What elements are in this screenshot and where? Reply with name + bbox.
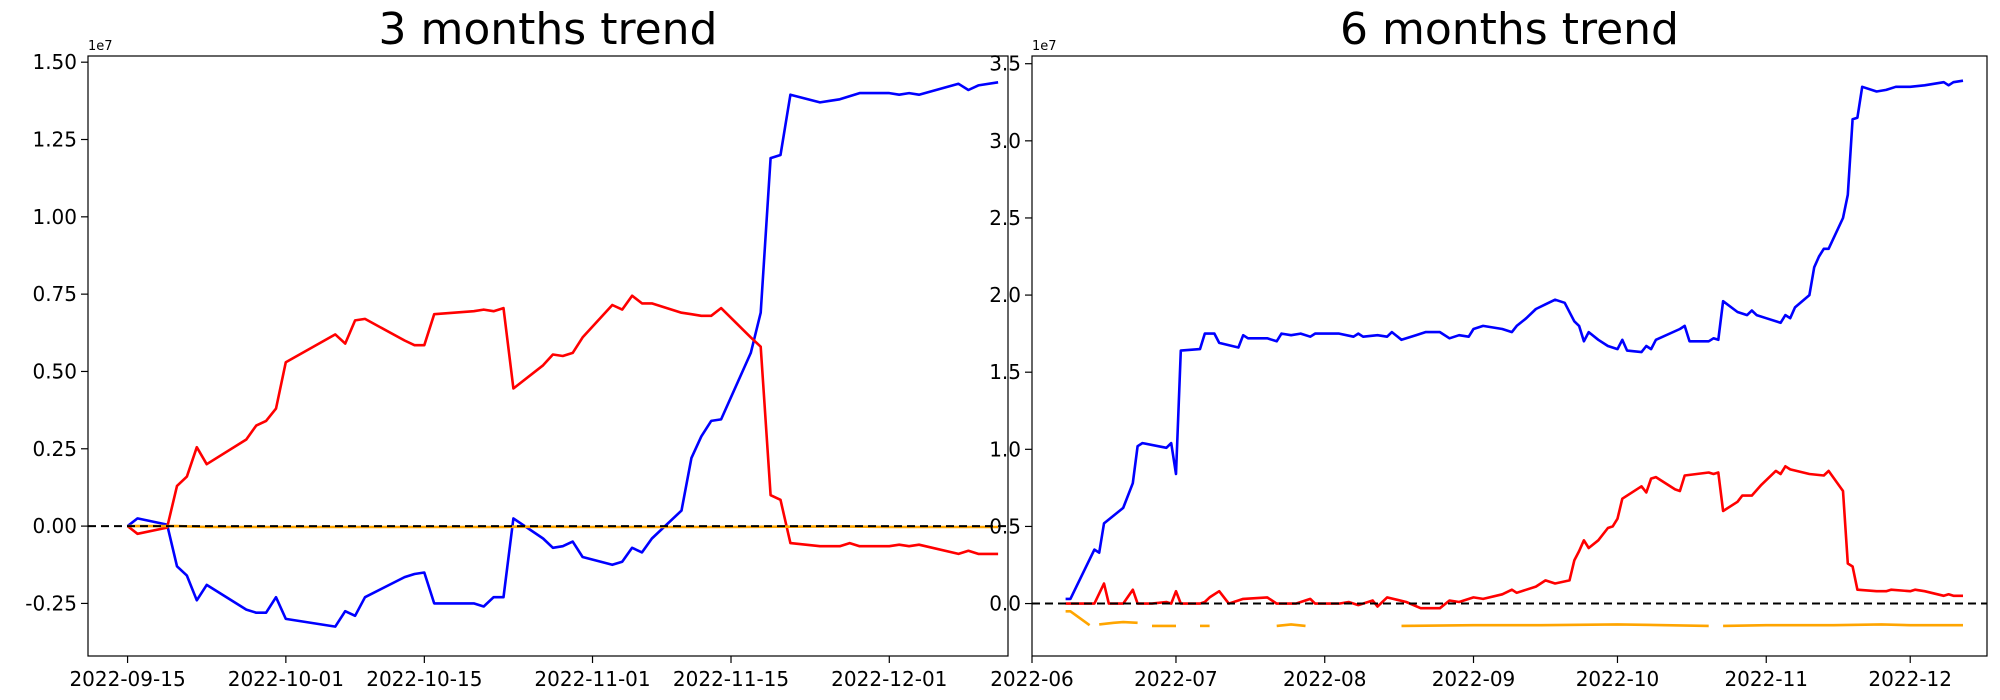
series-line-2	[1723, 623, 1963, 628]
y-offset-label: 1e7	[1032, 39, 1057, 54]
y-tick-label: 0.75	[32, 282, 77, 306]
y-tick-label: 2.5	[989, 206, 1021, 230]
x-tick-label: 2022-11-15	[673, 667, 789, 691]
x-tick-label: 2022-07	[1134, 667, 1218, 691]
x-tick-label: 2022-10-15	[366, 667, 482, 691]
x-tick-label: 2022-12	[1868, 667, 1952, 691]
y-tick-label: 1.00	[32, 205, 77, 229]
plot-frame	[87, 55, 1009, 657]
series-line-0	[1065, 79, 1964, 601]
chart-3-months: 3 months trend 1e7 -0.25 0.00 0.25 0.50 0.75 1.…	[25, 4, 1009, 691]
x-tick-label: 2022-08	[1283, 667, 1367, 691]
y-tick-label: 0.00	[32, 514, 77, 538]
y-tick-label: 3.5	[989, 52, 1021, 76]
series-line-2	[1065, 609, 1091, 627]
x-tick-label: 2022-09	[1432, 667, 1516, 691]
series-line-2	[1276, 623, 1306, 628]
y-tick-label: 2.0	[989, 283, 1021, 307]
y-tick-label: 1.0	[989, 437, 1021, 461]
chart-title: 3 months trend	[379, 4, 718, 55]
y-tick-label: 1.25	[32, 128, 77, 152]
y-tick-label: 3.0	[989, 129, 1021, 153]
x-tick-label: 2022-12-01	[831, 667, 947, 691]
y-tick-label: 0.50	[32, 359, 77, 383]
series-line-0	[126, 81, 999, 628]
y-tick-label: 0.5	[989, 514, 1021, 538]
y-tick-label: 1.5	[989, 360, 1021, 384]
series-line-2	[1401, 623, 1709, 628]
series-line-1	[126, 294, 999, 556]
y-tick-label: 1.50	[32, 50, 77, 74]
x-tick-label: 2022-06	[990, 667, 1074, 691]
y-tick-label: -0.25	[25, 591, 77, 615]
x-tick-label: 2022-09-15	[69, 667, 185, 691]
y-tick-label: 0.0	[989, 592, 1021, 616]
chart-6-months: 6 months trend 1e7 0.0 0.5 1.0 1.5 2.0 2.5 3.0 3.…	[989, 4, 1988, 691]
plot-frame	[1031, 55, 1988, 657]
x-tick-label: 2022-10	[1576, 667, 1660, 691]
y-tick-label: 0.25	[32, 437, 77, 461]
x-tick-label: 2022-11	[1724, 667, 1808, 691]
chart-title: 6 months trend	[1340, 4, 1679, 55]
series-line-2	[1099, 620, 1138, 626]
series-line-1	[1065, 464, 1963, 610]
x-tick-label: 2022-11-01	[534, 667, 650, 691]
x-tick-label: 2022-10-01	[228, 667, 344, 691]
y-offset-label: 1e7	[88, 39, 113, 54]
